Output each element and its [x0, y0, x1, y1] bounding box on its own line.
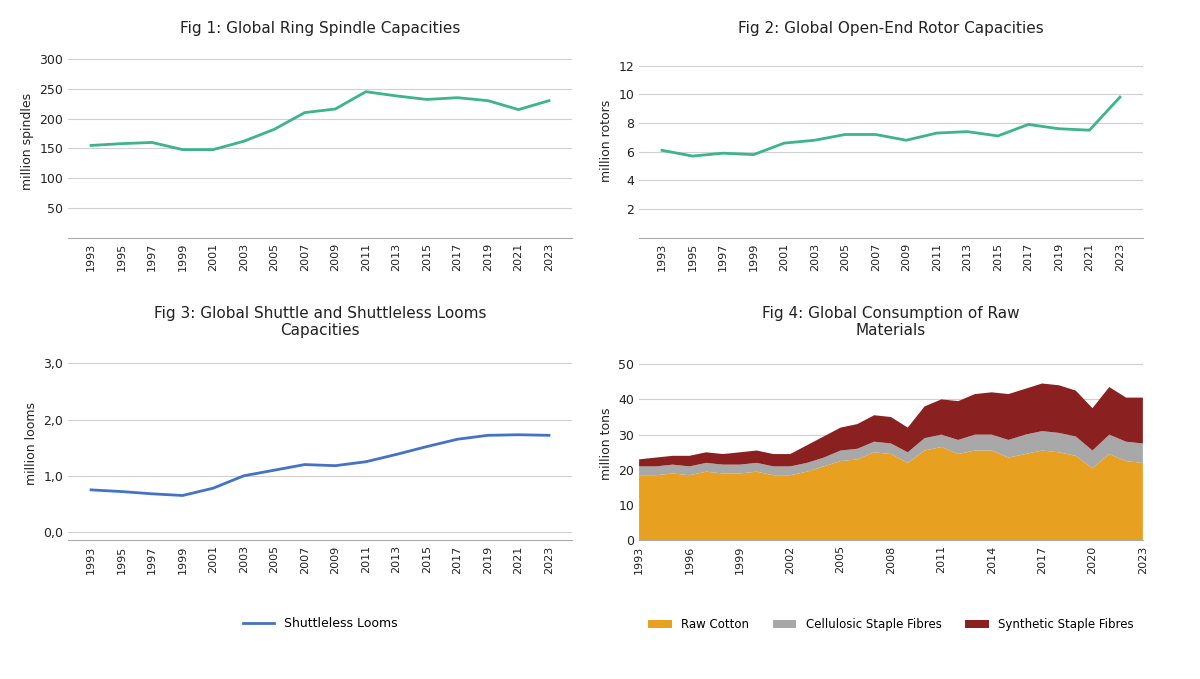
Title: Fig 1: Global Ring Spindle Capacities: Fig 1: Global Ring Spindle Capacities: [180, 21, 460, 36]
Y-axis label: million tons: million tons: [600, 407, 613, 480]
Y-axis label: million rotors: million rotors: [600, 100, 613, 182]
Legend: Shuttleless Looms: Shuttleless Looms: [238, 612, 402, 635]
Title: Fig 2: Global Open-End Rotor Capacities: Fig 2: Global Open-End Rotor Capacities: [738, 21, 1044, 36]
Legend: Raw Cotton, Cellulosic Staple Fibres, Synthetic Staple Fibres: Raw Cotton, Cellulosic Staple Fibres, Sy…: [643, 613, 1139, 636]
Title: Fig 3: Global Shuttle and Shuttleless Looms
Capacities: Fig 3: Global Shuttle and Shuttleless Lo…: [154, 306, 486, 338]
Title: Fig 4: Global Consumption of Raw
Materials: Fig 4: Global Consumption of Raw Materia…: [762, 306, 1020, 338]
Y-axis label: million looms: million looms: [25, 402, 37, 485]
Y-axis label: million spindles: million spindles: [20, 92, 34, 189]
